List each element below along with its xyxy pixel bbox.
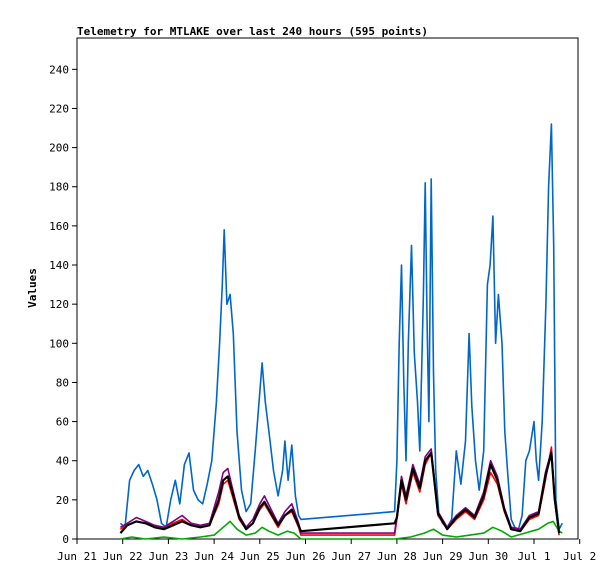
y-tick-label: 60 <box>56 416 69 429</box>
chart-title: Telemetry for MTLAKE over last 240 hours… <box>77 25 428 38</box>
x-tick-label: Jul 1 <box>517 550 550 563</box>
y-tick-label: 220 <box>49 102 69 115</box>
x-tick-label: Jun 30 <box>468 550 508 563</box>
x-tick-label: Jul 2 <box>563 550 596 563</box>
x-tick-label: Jun 27 <box>331 550 371 563</box>
x-tick-label: Jun 29 <box>423 550 463 563</box>
y-tick-label: 20 <box>56 494 69 507</box>
series-line-4 <box>119 451 561 534</box>
series-line-3 <box>120 520 563 540</box>
y-tick-label: 160 <box>49 220 69 233</box>
y-tick-label: 100 <box>49 337 69 350</box>
series-line-0 <box>119 123 564 530</box>
y-axis-label: Values <box>26 268 39 308</box>
x-tick-label: Jun 26 <box>286 550 326 563</box>
x-tick-label: Jun 21 <box>57 550 97 563</box>
y-tick-label: 140 <box>49 259 69 272</box>
y-tick-label: 240 <box>49 63 69 76</box>
x-tick-label: Jun 25 <box>240 550 280 563</box>
y-axis: 0 20 40 60 80 100 120 140 160 180 200 220 240 <box>49 63 77 546</box>
y-tick-label: 120 <box>49 298 69 311</box>
y-tick-label: 40 <box>56 455 69 468</box>
series-layer <box>119 123 564 540</box>
plot-area <box>76 37 579 540</box>
y-tick-label: 0 <box>62 533 69 546</box>
x-tick-label: Jun 23 <box>149 550 189 563</box>
y-tick-label: 200 <box>49 142 69 155</box>
y-tick-label: 80 <box>56 376 69 389</box>
x-tick-label: Jun 24 <box>194 550 234 563</box>
x-tick-label: Jun 28 <box>377 550 417 563</box>
x-tick-label: Jun 22 <box>103 550 143 563</box>
x-axis: Jun 21 Jun 22 Jun 23 Jun 24 Jun 25 Jun 26 Jun … <box>57 539 596 563</box>
y-tick-label: 180 <box>49 181 69 194</box>
